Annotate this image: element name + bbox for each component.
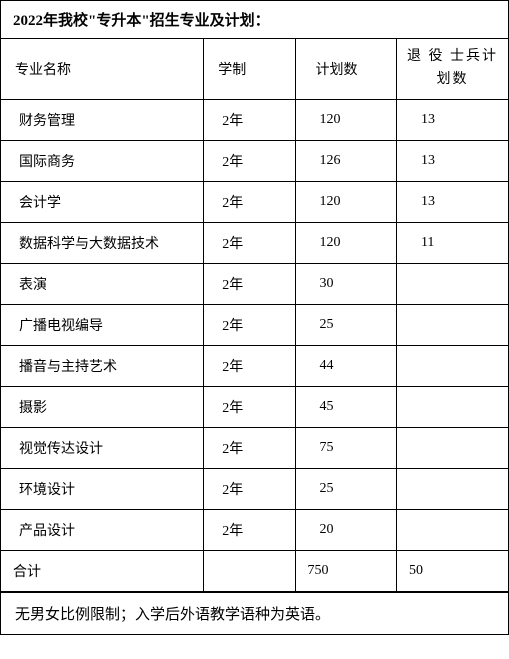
cell-veteran [396,304,508,345]
cell-plan: 25 [295,304,396,345]
table-row: 视觉传达设计2年75 [1,427,508,468]
cell-plan: 120 [295,99,396,140]
enrollment-table-container: 2022年我校"专升本"招生专业及计划： 专业名称 学制 计划数 退 役 士兵计… [0,0,509,635]
cell-plan: 20 [295,509,396,550]
total-plan: 750 [295,550,396,591]
total-row: 合计 75050 [1,550,508,591]
table-row: 国际商务2年12613 [1,140,508,181]
table-row: 广播电视编导2年25 [1,304,508,345]
header-veteran: 退 役 士兵计划数 [396,39,508,99]
cell-major: 国际商务 [1,140,204,181]
cell-duration: 2年 [204,263,295,304]
table-row: 产品设计2年20 [1,509,508,550]
cell-veteran: 13 [396,99,508,140]
total-label: 合计 [1,550,204,591]
cell-major: 环境设计 [1,468,204,509]
total-duration [204,550,295,591]
cell-veteran [396,468,508,509]
cell-veteran: 13 [396,181,508,222]
cell-veteran: 11 [396,222,508,263]
cell-veteran: 13 [396,140,508,181]
table-row: 数据科学与大数据技术2年12011 [1,222,508,263]
cell-plan: 126 [295,140,396,181]
cell-veteran [396,345,508,386]
table-row: 播音与主持艺术2年44 [1,345,508,386]
cell-major: 播音与主持艺术 [1,345,204,386]
total-veteran: 50 [396,550,508,591]
cell-plan: 120 [295,181,396,222]
table-row: 摄影2年45 [1,386,508,427]
cell-plan: 25 [295,468,396,509]
cell-duration: 2年 [204,99,295,140]
cell-duration: 2年 [204,222,295,263]
cell-major: 财务管理 [1,99,204,140]
cell-duration: 2年 [204,427,295,468]
table-row: 会计学2年12013 [1,181,508,222]
cell-plan: 44 [295,345,396,386]
header-duration: 学制 [204,39,295,99]
cell-duration: 2年 [204,140,295,181]
header-plan: 计划数 [295,39,396,99]
table-title: 2022年我校"专升本"招生专业及计划： [1,1,508,39]
cell-duration: 2年 [204,345,295,386]
cell-plan: 45 [295,386,396,427]
table-row: 财务管理2年12013 [1,99,508,140]
header-row: 专业名称 学制 计划数 退 役 士兵计划数 [1,39,508,99]
table-body: 财务管理2年12013国际商务2年12613会计学2年12013数据科学与大数据… [1,99,508,591]
cell-duration: 2年 [204,181,295,222]
cell-plan: 30 [295,263,396,304]
table-row: 环境设计2年25 [1,468,508,509]
cell-veteran [396,386,508,427]
cell-veteran [396,263,508,304]
cell-major: 广播电视编导 [1,304,204,345]
cell-veteran [396,427,508,468]
cell-veteran [396,509,508,550]
table-row: 表演2年30 [1,263,508,304]
cell-major: 摄影 [1,386,204,427]
cell-duration: 2年 [204,304,295,345]
cell-major: 产品设计 [1,509,204,550]
enrollment-table: 专业名称 学制 计划数 退 役 士兵计划数 财务管理2年12013国际商务2年1… [1,39,508,592]
header-major: 专业名称 [1,39,204,99]
cell-duration: 2年 [204,509,295,550]
cell-major: 视觉传达设计 [1,427,204,468]
cell-major: 表演 [1,263,204,304]
cell-major: 数据科学与大数据技术 [1,222,204,263]
cell-duration: 2年 [204,386,295,427]
cell-duration: 2年 [204,468,295,509]
footer-note: 无男女比例限制；入学后外语教学语种为英语。 [1,592,508,634]
cell-plan: 120 [295,222,396,263]
cell-major: 会计学 [1,181,204,222]
cell-plan: 75 [295,427,396,468]
